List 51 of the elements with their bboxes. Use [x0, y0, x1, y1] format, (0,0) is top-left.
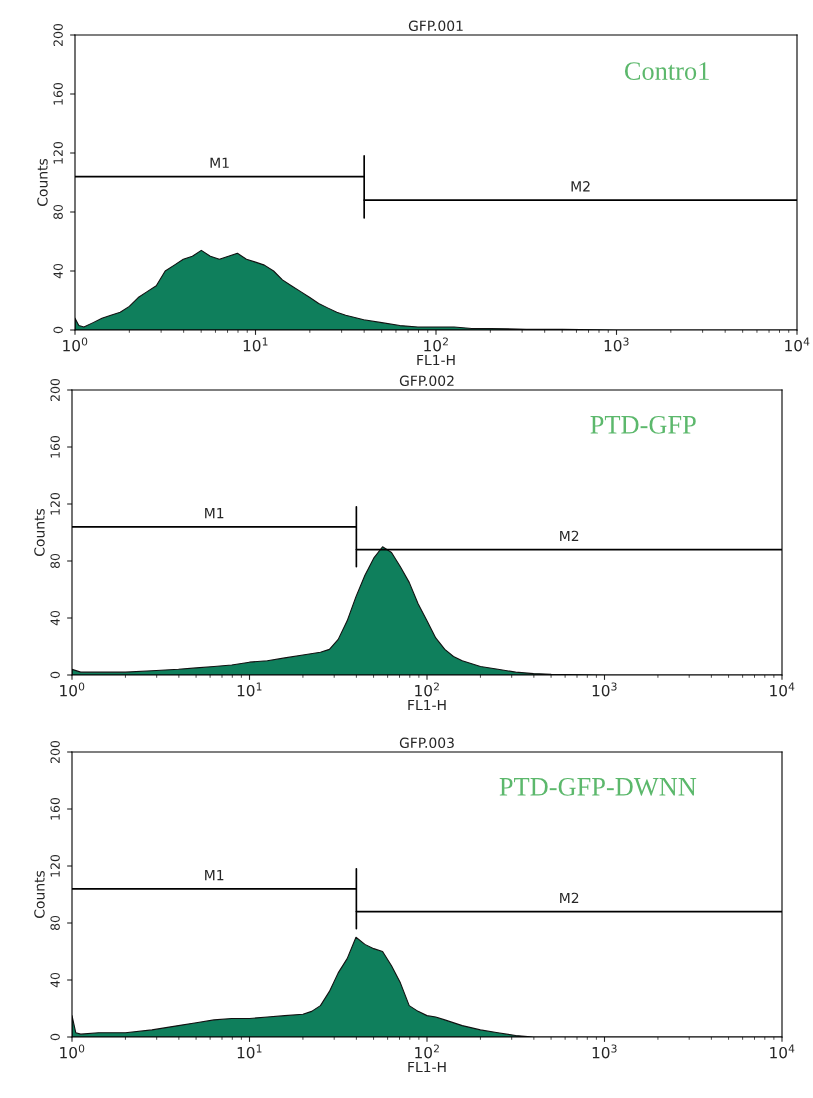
series-label: M1 [210, 157, 229, 168]
y-tick-label: 160 [53, 82, 63, 105]
annotation: PTD-GFP [590, 415, 696, 434]
series-label: M1 [205, 870, 224, 881]
x-axis-title: FL1-H [417, 354, 455, 366]
x-tick-label: 10$^{1}$ [237, 1044, 262, 1059]
y-tick-label: 40 [50, 610, 60, 626]
x-tick-label: 10$^{3}$ [592, 682, 617, 697]
y-tick-label: 120 [50, 492, 60, 515]
chart-title: GFP.003 [399, 737, 454, 749]
chart-title: GFP.002 [399, 375, 454, 387]
x-tick-label: 10$^{0}$ [60, 682, 85, 697]
x-tick-label: 10$^{3}$ [604, 337, 629, 352]
y-tick-label: 40 [50, 972, 60, 988]
y-tick-label: 120 [50, 854, 60, 877]
x-tick-label: 10$^{2}$ [415, 1044, 439, 1059]
y-tick-label: 200 [53, 23, 63, 47]
y-axis-title: Counts [34, 870, 45, 918]
y-tick-label: 120 [53, 141, 63, 164]
x-axis-title: FL1-H [408, 1061, 446, 1073]
y-tick-label: 0 [53, 326, 63, 334]
y-tick-label: 200 [50, 740, 60, 764]
series-label: M2 [560, 530, 579, 542]
y-axis-title: Counts [37, 158, 48, 206]
y-tick-label: 160 [50, 797, 60, 820]
y-tick-label: 200 [50, 378, 60, 402]
x-axis-title: FL1-H [408, 699, 446, 711]
x-tick-label: 10$^{0}$ [63, 337, 88, 352]
chart-title: GFP.001 [408, 20, 463, 32]
y-tick-label: 0 [50, 1033, 60, 1041]
x-tick-label: 10$^{1}$ [237, 682, 262, 697]
x-tick-label: 10$^{3}$ [592, 1044, 617, 1059]
x-tick-label: 10$^{4}$ [770, 1044, 795, 1059]
y-tick-label: 80 [53, 204, 63, 220]
y-tick-label: 80 [50, 915, 60, 931]
y-tick-label: 0 [50, 671, 60, 679]
x-tick-label: 10$^{0}$ [60, 1044, 85, 1059]
y-tick-label: 80 [50, 553, 60, 569]
x-tick-label: 10$^{1}$ [243, 337, 268, 352]
y-axis-title: Counts [34, 508, 45, 556]
annotation: Contro1 [624, 62, 709, 80]
x-tick-label: 10$^{4}$ [770, 682, 795, 697]
series-label: M2 [571, 181, 590, 192]
y-tick-label: 40 [53, 263, 63, 279]
x-tick-label: 10$^{4}$ [785, 337, 810, 352]
series-label: M2 [560, 892, 579, 904]
series-label: M1 [205, 508, 224, 519]
annotation: PTD-GFP-DWNN [499, 777, 697, 796]
x-tick-label: 10$^{2}$ [415, 682, 439, 697]
x-tick-label: 10$^{2}$ [424, 337, 448, 352]
y-tick-label: 160 [50, 435, 60, 458]
